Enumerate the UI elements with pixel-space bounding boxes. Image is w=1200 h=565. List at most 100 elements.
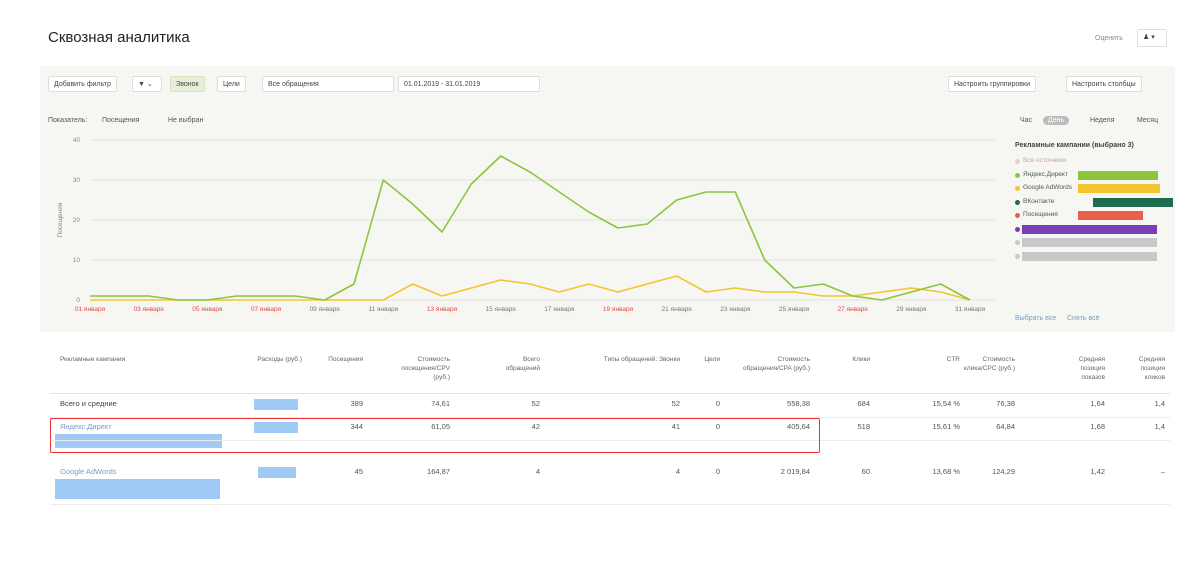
- table-cell: 15,54 %: [932, 399, 960, 408]
- redacted-block: [55, 434, 222, 448]
- legend-bar: [1078, 211, 1143, 220]
- x-tick-label: 23 января: [720, 306, 751, 313]
- period-option[interactable]: Месяц: [1137, 117, 1159, 124]
- table-cell: 4: [535, 467, 540, 476]
- series-line: [90, 275, 971, 301]
- legend-title: Рекламные кампании (выбрано 3): [1015, 142, 1134, 149]
- x-tick-label: 29 января: [896, 306, 927, 313]
- legend-swatch: [1015, 213, 1020, 218]
- series-line: [90, 155, 971, 301]
- table-cell: 1,64: [1090, 399, 1105, 408]
- table-cell: 164,87: [427, 467, 450, 476]
- goals-filter[interactable]: Цели: [217, 76, 246, 92]
- row-separator: [50, 440, 1170, 441]
- rate-link[interactable]: Оценить: [1095, 35, 1123, 42]
- add-filter[interactable]: Добавить фильтр: [48, 76, 117, 92]
- x-tick-label: 17 января: [544, 306, 575, 313]
- legend-bar: [1078, 170, 1158, 180]
- chart-panel: [40, 66, 1175, 332]
- legend-bar: [1078, 184, 1160, 193]
- column-header[interactable]: Цели: [704, 356, 720, 363]
- column-header[interactable]: Средняя позиция кликов: [1138, 356, 1165, 381]
- clear-all[interactable]: Снять всё: [1067, 315, 1100, 322]
- table-cell: 0: [715, 467, 720, 476]
- y-tick-label: 40: [73, 137, 81, 144]
- x-tick-label: 25 января: [779, 306, 810, 313]
- x-tick-label: 27 января: [838, 306, 869, 313]
- legend-swatch: [1015, 253, 1020, 259]
- table-cell: 42: [531, 422, 540, 431]
- table-cell: 41: [671, 422, 680, 431]
- column-header[interactable]: Стоимость посещения/CPV (руб.): [401, 356, 450, 381]
- column-header[interactable]: Стоимость клика/CPC (руб.): [963, 356, 1015, 372]
- second-metric-select[interactable]: Не выбран: [168, 117, 204, 124]
- legend-entry[interactable]: Яндекс.Директ: [1023, 170, 1068, 178]
- table-cell: 1,68: [1090, 422, 1105, 431]
- requests-select[interactable]: Все обращения: [262, 76, 394, 92]
- legend-bar: [1022, 251, 1157, 261]
- table-cell: 1,4: [1154, 399, 1165, 408]
- x-tick-label: 01 января: [75, 306, 106, 313]
- x-tick-label: 13 января: [427, 306, 458, 313]
- y-tick-label: 10: [73, 257, 81, 264]
- x-tick-label: 11 января: [368, 306, 398, 313]
- column-header[interactable]: Расходы (руб.): [257, 356, 302, 363]
- user-menu[interactable]: ♟ ▾: [1137, 29, 1167, 47]
- metric-select[interactable]: Посещения: [102, 117, 140, 124]
- period-option[interactable]: Час: [1020, 117, 1033, 124]
- legend-swatch: [1015, 159, 1020, 164]
- select-all[interactable]: Выбрать все: [1015, 315, 1057, 322]
- legend-swatch: [1015, 172, 1020, 178]
- date-range[interactable]: 01.01.2019 - 31.01.2019: [398, 76, 540, 92]
- redacted-block: [258, 467, 296, 478]
- column-header[interactable]: Средняя позиция показов: [1078, 356, 1105, 381]
- page-title: Сквозная аналитика: [48, 29, 190, 46]
- table-cell: 52: [671, 399, 680, 408]
- table-cell: 52: [531, 399, 540, 408]
- column-header[interactable]: CTR: [946, 356, 960, 363]
- header-separator: [50, 393, 1170, 394]
- legend-bar: [1022, 224, 1157, 234]
- y-tick-label: 20: [73, 217, 81, 224]
- column-header[interactable]: Посещения: [328, 356, 363, 363]
- table-cell: 64,84: [996, 422, 1015, 431]
- legend-bar: [1022, 238, 1157, 247]
- redacted-block: [254, 399, 298, 410]
- column-header[interactable]: Стоимость обращения/CPA (руб.): [742, 356, 810, 372]
- table-cell: –: [1160, 467, 1165, 476]
- table-cell: 15,61 %: [932, 422, 960, 431]
- legend-swatch: [1015, 240, 1020, 245]
- row-name[interactable]: Google AdWords: [60, 467, 117, 476]
- table-cell: 1,42: [1090, 467, 1105, 476]
- table-cell: 518: [857, 422, 870, 431]
- legend-entry[interactable]: Все источники: [1023, 157, 1067, 164]
- x-tick-label: 03 января: [134, 306, 165, 313]
- legend-entry[interactable]: Посещения: [1023, 211, 1058, 218]
- legend-entry[interactable]: Google AdWords: [1023, 184, 1073, 191]
- period-option[interactable]: Неделя: [1090, 117, 1115, 124]
- table-cell: 0: [715, 422, 720, 431]
- table-cell: 13,68 %: [932, 467, 960, 476]
- filter-icon[interactable]: ▼ ⌄: [132, 76, 162, 92]
- call-filter[interactable]: Звонок: [170, 76, 205, 92]
- column-header[interactable]: Типы обращений: Звонки: [603, 356, 680, 363]
- row-name: Всего и средние: [60, 399, 117, 408]
- legend-swatch: [1015, 199, 1020, 205]
- row-separator: [50, 417, 1170, 418]
- legend-entry[interactable]: ВКонтакте: [1023, 197, 1055, 205]
- grouping-button[interactable]: Настроить группировки: [948, 76, 1036, 92]
- table-cell: 45: [354, 467, 363, 476]
- legend-swatch: [1015, 226, 1020, 232]
- x-tick-label: 07 января: [251, 306, 282, 313]
- table-cell: 4: [675, 467, 680, 476]
- columns-button[interactable]: Настроить столбцы: [1066, 76, 1142, 92]
- table-cell: 60: [861, 467, 870, 476]
- row-name[interactable]: Яндекс.Директ: [60, 422, 112, 431]
- highlight-box: [50, 418, 820, 453]
- column-header[interactable]: Клики: [852, 356, 870, 363]
- column-header[interactable]: Всего обращений: [505, 356, 540, 372]
- column-header[interactable]: Рекламные кампании: [60, 356, 126, 363]
- redacted-block: [55, 479, 220, 499]
- period-option[interactable]: День: [1043, 116, 1070, 125]
